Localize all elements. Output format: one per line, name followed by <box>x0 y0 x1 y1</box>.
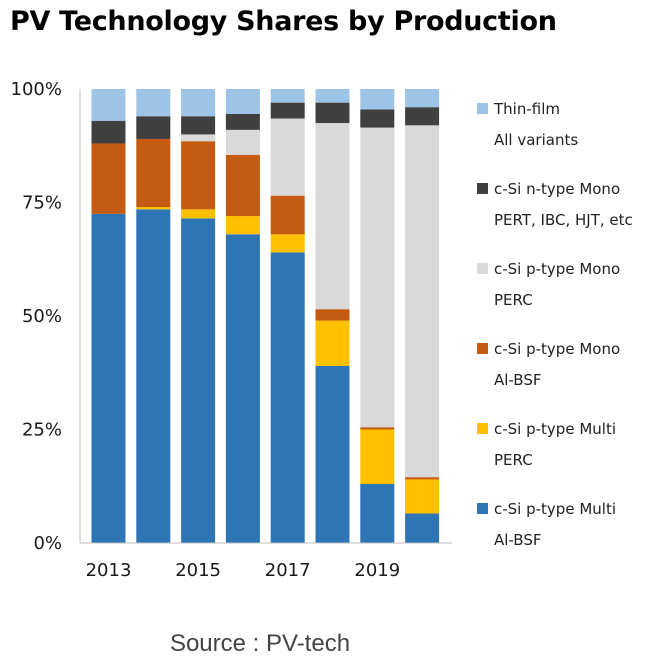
legend-swatch <box>477 263 488 274</box>
bar-segment-2019-s0 <box>360 483 395 543</box>
y-tick-label: 100% <box>11 79 62 100</box>
bar-segment-2020-s5 <box>405 89 440 108</box>
legend-label: c-Si p-type Multi <box>494 420 616 438</box>
legend: Thin-film All variants c-Si n-type Mono PER… <box>477 100 633 549</box>
legend-swatch <box>477 503 488 514</box>
y-tick-label: 25% <box>22 420 62 441</box>
bar-segment-2014-s5 <box>136 89 171 117</box>
bar-segment-2017-s0 <box>270 252 305 543</box>
y-tick-label: 75% <box>22 193 62 214</box>
bar-segment-2017-s2 <box>270 195 305 235</box>
bar-segment-2019-s4 <box>360 109 395 128</box>
bar-segment-2018-s2 <box>315 309 350 321</box>
legend-sublabel: All variants <box>494 131 578 149</box>
bar-segment-2017-s3 <box>270 118 305 196</box>
legend-sublabel: PERC <box>494 291 533 309</box>
bar-segment-2015-s0 <box>181 218 216 543</box>
bars-group <box>91 89 440 543</box>
legend-swatch <box>477 183 488 194</box>
bar-segment-2016-s5 <box>225 89 260 114</box>
bar-segment-2016-s4 <box>225 113 260 130</box>
bar-segment-2014-s0 <box>136 209 171 543</box>
x-tick-label: 2013 <box>86 560 132 581</box>
legend-label: Thin-film <box>493 100 560 118</box>
bar-segment-2013-s2 <box>91 143 126 214</box>
bar-segment-2015-s4 <box>181 116 216 135</box>
bar-segment-2019-s1 <box>360 429 395 484</box>
legend-label: c-Si p-type Mono <box>494 340 620 358</box>
bar-segment-2020-s0 <box>405 513 440 543</box>
bar-segment-2016-s0 <box>225 234 260 543</box>
bar-segment-2015-s5 <box>181 89 216 117</box>
legend-swatch <box>477 103 488 114</box>
legend-label: c-Si p-type Multi <box>494 500 616 518</box>
bar-segment-2019-s5 <box>360 89 395 110</box>
bar-segment-2017-s5 <box>270 89 305 103</box>
legend-label: c-Si p-type Mono <box>494 260 620 278</box>
bar-segment-2017-s1 <box>270 234 305 253</box>
bar-segment-2016-s2 <box>225 154 260 217</box>
legend-label: c-Si n-type Mono <box>494 180 620 198</box>
bar-segment-2014-s4 <box>136 116 171 139</box>
legend-sublabel: Al-BSF <box>494 531 541 549</box>
y-axis: 0% 25% 50% 75% 100% <box>11 79 81 554</box>
x-axis: 2013 2015 2017 2019 <box>80 542 453 581</box>
bar-segment-2013-s5 <box>91 89 126 121</box>
bar-segment-2020-s1 <box>405 479 440 514</box>
bar-segment-2020-s2 <box>405 477 440 480</box>
legend-sublabel: Al-BSF <box>494 371 541 389</box>
bar-segment-2017-s4 <box>270 102 305 119</box>
source-caption: Source : PV-tech <box>169 630 351 657</box>
x-tick-label: 2017 <box>265 560 311 581</box>
y-tick-label: 0% <box>33 533 62 554</box>
bar-segment-2014-s2 <box>136 138 171 208</box>
legend-swatch <box>477 343 488 354</box>
bar-segment-2018-s4 <box>315 102 350 124</box>
bar-segment-2019-s3 <box>360 127 395 428</box>
bar-segment-2015-s1 <box>181 209 216 219</box>
bar-segment-2013-s4 <box>91 120 126 144</box>
bar-segment-2016-s3 <box>225 129 260 155</box>
bar-segment-2018-s0 <box>315 365 350 543</box>
bar-segment-2018-s1 <box>315 320 350 366</box>
x-tick-label: 2019 <box>354 560 400 581</box>
legend-sublabel: PERT, IBC, HJT, etc <box>494 211 633 229</box>
legend-sublabel: PERC <box>494 451 533 469</box>
bar-segment-2016-s1 <box>225 216 260 235</box>
bar-segment-2015-s3 <box>181 134 216 142</box>
bar-segment-2018-s3 <box>315 123 350 310</box>
bar-segment-2013-s0 <box>91 213 126 543</box>
bar-segment-2019-s2 <box>360 427 395 430</box>
chart-title: PV Technology Shares by Production <box>10 6 557 37</box>
legend-swatch <box>477 423 488 434</box>
bar-segment-2015-s2 <box>181 141 216 210</box>
bar-segment-2018-s5 <box>315 89 350 103</box>
bar-segment-2014-s1 <box>136 207 171 210</box>
bar-segment-2020-s3 <box>405 125 440 478</box>
y-tick-label: 50% <box>22 306 62 327</box>
bar-segment-2020-s4 <box>405 107 440 126</box>
x-tick-label: 2015 <box>175 560 221 581</box>
